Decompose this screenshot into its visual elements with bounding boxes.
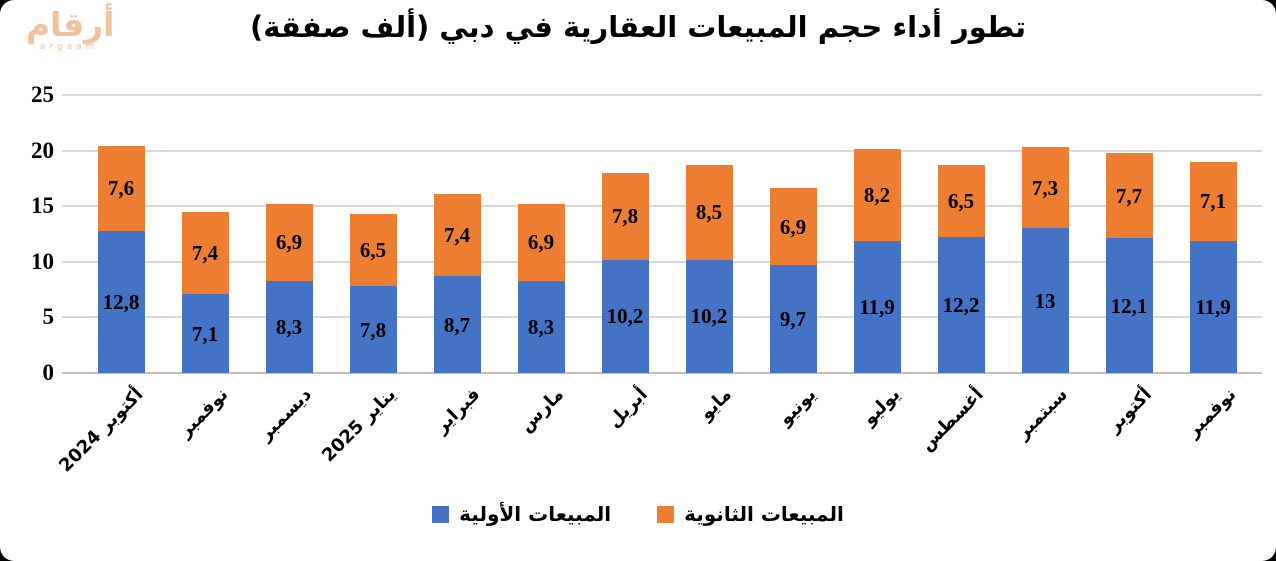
gridline-y20	[62, 149, 1262, 152]
data-label-secondary-13: 7,1	[1199, 189, 1227, 214]
x-axis-label-9: يوليو	[858, 384, 904, 430]
bar-segment-secondary-12	[1105, 152, 1153, 239]
bar-segment-primary-13	[1189, 240, 1237, 373]
legend-item-secondary-sales: المبيعات الثانوية	[657, 502, 844, 526]
bar-segment-primary-1	[181, 294, 229, 373]
legend-marker-primary-icon	[432, 505, 450, 523]
legend-label-primary-sales: المبيعات الأولية	[459, 502, 612, 526]
bar-segment-secondary-0	[97, 146, 145, 231]
gridline-y25	[62, 94, 1262, 96]
gridline-y0	[62, 372, 1262, 374]
bar-segment-primary-10	[937, 237, 985, 373]
bar-segment-primary-9	[853, 240, 901, 373]
data-label-secondary-0: 7,6	[107, 176, 135, 201]
x-axis-label-8: يونيو	[774, 384, 820, 430]
x-axis-label-12: أكتوبر	[1103, 384, 1156, 437]
bar-segment-secondary-9	[853, 149, 901, 241]
data-label-primary-2: 8,3	[275, 314, 303, 339]
x-axis-label-0: أكتوبر 2024	[55, 384, 148, 477]
legend-label-secondary-sales: المبيعات الثانوية	[684, 502, 844, 526]
bar-segment-secondary-5	[517, 203, 565, 281]
y-axis-tick-5: 5	[42, 304, 55, 330]
bar-segment-primary-8	[769, 265, 817, 373]
y-axis-tick-20: 20	[31, 137, 54, 163]
data-label-secondary-12: 7,7	[1115, 183, 1143, 208]
argaam-logo: أرقام argaam	[26, 5, 116, 52]
data-label-secondary-11: 7,3	[1031, 175, 1059, 200]
data-label-secondary-10: 6,5	[947, 189, 975, 214]
bar-segment-secondary-10	[937, 165, 985, 238]
data-label-secondary-2: 6,9	[275, 230, 303, 255]
bar-segment-primary-12	[1105, 238, 1153, 373]
y-axis-tick-25: 25	[31, 82, 54, 107]
bar-segment-secondary-1	[181, 211, 229, 295]
bar-segment-secondary-11	[1021, 147, 1069, 229]
data-label-primary-6: 10,2	[606, 304, 644, 329]
bar-segment-secondary-7	[685, 165, 733, 260]
data-label-primary-5: 8,3	[527, 314, 555, 339]
y-axis-tick-15: 15	[31, 193, 54, 219]
data-label-secondary-6: 7,8	[611, 204, 639, 229]
bar-segment-secondary-8	[769, 188, 817, 266]
x-axis-label-6: أبريل	[603, 384, 652, 433]
bar-segment-primary-5	[517, 280, 565, 373]
x-axis-label-5: مارس	[515, 384, 568, 437]
bar-segment-primary-4	[433, 276, 481, 373]
argaam-logo-latin: argaam	[39, 42, 99, 52]
data-label-primary-13: 11,9	[1195, 294, 1231, 319]
data-label-secondary-1: 7,4	[191, 240, 219, 265]
data-label-primary-0: 12,8	[102, 289, 140, 314]
x-axis-label-10: أغسطس	[916, 384, 988, 456]
y-axis-tick-0: 0	[42, 360, 55, 385]
bar-segment-secondary-13	[1189, 161, 1237, 241]
bar-segment-secondary-3	[349, 213, 397, 287]
bar-segment-secondary-6	[601, 172, 649, 260]
x-axis-label-7: مايو	[695, 384, 736, 425]
argaam-logo-arabic: أرقام	[26, 5, 116, 44]
x-axis-label-11: سبتمبر	[1012, 384, 1072, 444]
legend-item-primary-sales: المبيعات الأولية	[432, 502, 611, 526]
data-label-primary-4: 8,7	[443, 312, 471, 337]
bar-segment-primary-2	[265, 280, 313, 373]
data-label-primary-9: 11,9	[859, 294, 895, 319]
gridline-y5	[62, 316, 1262, 319]
bar-segment-primary-3	[349, 286, 397, 373]
data-label-primary-11: 13	[1034, 288, 1056, 313]
bar-segment-primary-0	[97, 230, 145, 373]
data-label-secondary-7: 8,5	[695, 200, 723, 225]
bar-segment-secondary-4	[433, 193, 481, 277]
data-label-secondary-4: 7,4	[443, 223, 471, 248]
y-axis-tick-10: 10	[31, 248, 54, 274]
gridline-y15	[62, 205, 1262, 208]
bar-segment-primary-11	[1021, 228, 1069, 373]
gridline-y10	[62, 260, 1262, 263]
bar-segment-secondary-2	[265, 203, 313, 281]
data-label-primary-3: 7,8	[359, 317, 387, 342]
data-label-primary-1: 7,1	[191, 321, 219, 346]
bar-segment-primary-7	[685, 259, 733, 373]
x-axis-label-1: نوفمبر	[174, 384, 232, 442]
data-label-secondary-8: 6,9	[779, 214, 807, 239]
x-axis-label-4: فبراير	[430, 384, 484, 438]
x-axis-label-3: يناير 2025	[317, 384, 400, 467]
data-label-primary-7: 10,2	[690, 304, 728, 329]
chart-title: تطور أداء حجم المبيعات العقارية في دبي (…	[249, 10, 1027, 44]
data-label-secondary-3: 6,5	[359, 238, 387, 263]
data-label-secondary-9: 8,2	[863, 183, 891, 208]
x-axis-label-13: نوفمبر	[1182, 384, 1240, 442]
data-label-primary-10: 12,2	[942, 293, 980, 318]
bar-segment-primary-6	[601, 259, 649, 373]
data-label-primary-8: 9,7	[779, 307, 807, 332]
data-label-primary-12: 12,1	[1110, 293, 1148, 318]
data-label-secondary-5: 6,9	[527, 230, 555, 255]
x-axis-label-2: ديسمبر	[255, 384, 316, 445]
legend-marker-secondary-icon	[657, 505, 675, 523]
legend: المبيعات الأولية المبيعات الثانوية	[0, 502, 1276, 526]
